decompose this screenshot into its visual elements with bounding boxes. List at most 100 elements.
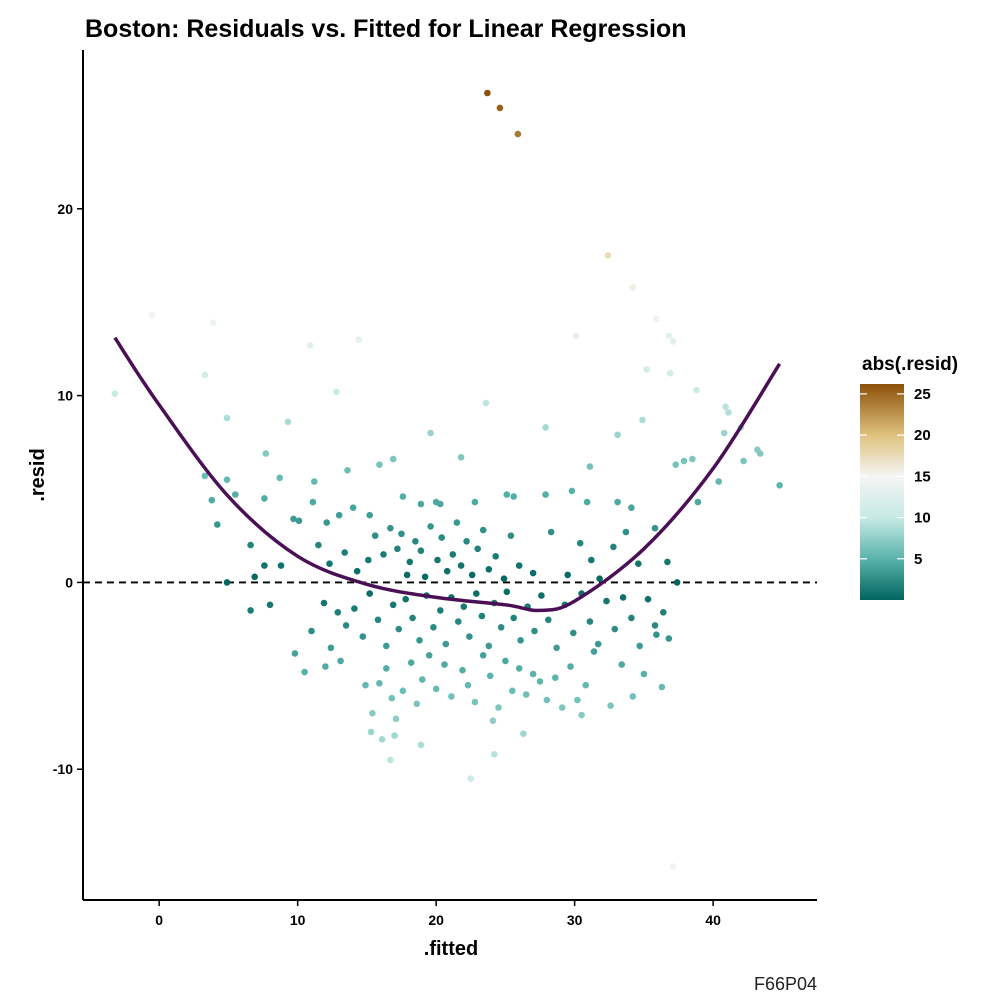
data-point [586, 618, 594, 625]
data-point [658, 683, 666, 691]
data-point [308, 627, 315, 635]
data-point [344, 467, 351, 474]
x-tick-label: 40 [705, 912, 721, 928]
data-point [351, 605, 358, 612]
data-point [399, 687, 407, 695]
data-point [471, 498, 479, 506]
data-point [514, 130, 522, 138]
data-point [355, 336, 362, 343]
data-point [290, 515, 297, 523]
data-point [586, 463, 594, 470]
data-point [510, 493, 517, 500]
data-point [311, 478, 318, 485]
data-point [413, 700, 421, 708]
data-point [466, 633, 473, 640]
data-point [485, 566, 493, 573]
data-point [478, 612, 486, 620]
x-axis-ticks: 0 10 20 30 40 [155, 900, 721, 928]
data-point [500, 575, 508, 582]
data-point [333, 388, 340, 396]
data-point [669, 863, 677, 870]
data-point [614, 431, 621, 439]
data-point [427, 523, 434, 530]
data-point [495, 704, 502, 711]
data-point [553, 644, 560, 652]
data-point [640, 670, 648, 678]
data-point [427, 429, 434, 437]
data-point [756, 450, 764, 457]
data-point [457, 454, 465, 461]
data-point [639, 416, 646, 424]
data-point [247, 607, 254, 614]
color-legend: abs(.resid) 5 10 15 20 25 [860, 354, 958, 600]
x-tick-label: 30 [567, 912, 583, 928]
data-point [492, 553, 500, 560]
x-axis-title: .fitted [424, 938, 478, 960]
data-point [468, 571, 476, 579]
data-point [672, 461, 679, 469]
data-point [482, 399, 490, 407]
data-point [531, 627, 538, 635]
data-point [366, 511, 374, 519]
data-point [467, 775, 475, 782]
legend-tick-label: 15 [914, 468, 931, 485]
data-point [628, 504, 635, 512]
data-point [515, 665, 523, 672]
data-point [365, 556, 372, 564]
legend-tick-label: 20 [914, 427, 931, 444]
data-point [474, 545, 482, 553]
data-point [284, 418, 292, 426]
data-point [406, 558, 414, 566]
data-point [389, 455, 397, 463]
data-point [223, 414, 231, 422]
data-point [669, 338, 677, 345]
data-point [448, 693, 455, 700]
data-point [489, 717, 497, 724]
data-point [459, 666, 466, 674]
data-point [570, 629, 577, 637]
data-point [715, 478, 722, 485]
data-point [367, 728, 375, 736]
data-point [644, 595, 652, 603]
data-point [342, 622, 350, 629]
data-point [509, 687, 516, 695]
data-point [507, 532, 515, 539]
data-point [576, 539, 584, 547]
data-point [291, 650, 299, 657]
data-point [383, 642, 390, 650]
x-tick-label: 0 [155, 912, 163, 928]
data-point [664, 558, 671, 566]
data-point [484, 89, 491, 97]
data-point [323, 519, 331, 526]
data-point [438, 534, 446, 541]
data-point [583, 498, 591, 506]
data-point [622, 528, 630, 536]
data-point [261, 562, 268, 569]
data-point [542, 491, 549, 498]
data-point [491, 751, 498, 758]
data-point [232, 491, 239, 498]
data-point [417, 741, 425, 749]
data-point [651, 524, 659, 532]
data-point [543, 696, 551, 704]
data-point [208, 496, 216, 504]
data-point [262, 450, 270, 457]
data-point [421, 573, 429, 581]
data-point [223, 579, 231, 586]
data-point [578, 711, 585, 719]
data-point [335, 511, 343, 519]
data-point [538, 592, 545, 599]
data-point [604, 252, 612, 259]
data-point [301, 668, 308, 676]
data-point [277, 562, 285, 569]
data-point [653, 631, 660, 638]
data-point [618, 661, 625, 668]
data-point [266, 601, 274, 609]
y-axis-title: .resid [27, 448, 49, 501]
chart-title: Boston: Residuals vs. Fitted for Linear … [85, 15, 687, 43]
data-point [522, 691, 530, 698]
data-point [309, 498, 317, 506]
data-point [680, 457, 688, 465]
x-tick-label: 10 [290, 912, 306, 928]
